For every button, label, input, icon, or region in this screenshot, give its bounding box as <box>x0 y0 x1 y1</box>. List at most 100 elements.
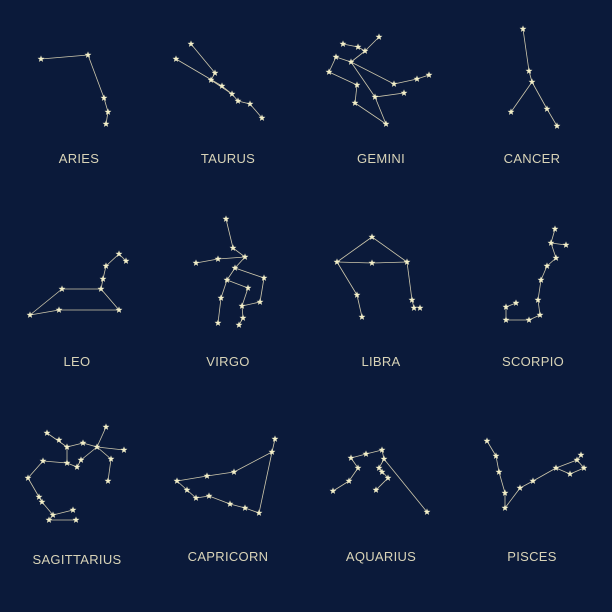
constellation-line <box>27 460 44 479</box>
constellation-line <box>406 261 413 301</box>
star-icon <box>77 456 85 463</box>
constellation-line <box>374 96 387 125</box>
constellation-line <box>29 288 63 316</box>
constellation-line <box>241 301 261 307</box>
constellation-line <box>336 261 358 296</box>
star-icon <box>362 450 370 457</box>
star-icon <box>483 437 491 444</box>
star-icon <box>382 120 390 127</box>
constellation-line <box>531 81 548 110</box>
star-icon <box>410 304 418 311</box>
constellation-line <box>504 487 521 509</box>
star-icon <box>43 429 51 436</box>
star-icon <box>423 508 431 515</box>
star-icon <box>55 436 63 443</box>
constellation-line <box>336 236 373 263</box>
star-icon <box>528 78 536 85</box>
star-icon <box>351 99 359 106</box>
constellation-line <box>555 459 578 469</box>
constellation-aries <box>37 51 112 127</box>
constellation-line <box>226 279 249 289</box>
star-icon <box>502 303 510 310</box>
label-gemini: GEMINI <box>356 151 406 166</box>
constellation-line <box>52 509 74 516</box>
constellation-line <box>495 455 500 473</box>
star-icon <box>230 468 238 475</box>
star-icon <box>502 316 510 323</box>
constellation-line <box>232 247 246 258</box>
constellation-line <box>206 471 235 477</box>
constellation-line <box>519 480 534 489</box>
star-icon <box>39 457 47 464</box>
star-icon <box>45 516 53 523</box>
constellation-line <box>234 267 265 279</box>
star-icon <box>63 443 71 450</box>
star-icon <box>229 244 237 251</box>
star-icon <box>72 516 80 523</box>
star-icon <box>580 464 588 471</box>
constellation-line <box>371 236 408 263</box>
star-icon <box>24 474 32 481</box>
star-icon <box>260 274 268 281</box>
constellation-line <box>546 108 558 127</box>
star-icon <box>577 451 585 458</box>
star-icon <box>205 492 213 499</box>
star-icon <box>183 486 191 493</box>
star-icon <box>63 459 71 466</box>
label-aries: ARIES <box>58 151 100 166</box>
star-icon <box>361 47 369 54</box>
star-icon <box>375 33 383 40</box>
constellation-line <box>550 242 557 259</box>
label-pisces: PISCES <box>507 549 557 564</box>
star-icon <box>492 452 500 459</box>
constellation-line <box>217 297 222 324</box>
star-icon <box>100 94 108 101</box>
star-icon <box>115 306 123 313</box>
constellation-line <box>96 426 107 448</box>
star-icon <box>214 319 222 326</box>
star-icon <box>375 464 383 471</box>
star-icon <box>543 262 551 269</box>
star-icon <box>223 276 231 283</box>
constellation-leo <box>26 250 130 318</box>
star-icon <box>552 254 560 261</box>
star-icon <box>413 75 421 82</box>
label-taurus: TAURUS <box>200 151 256 166</box>
constellation-line <box>42 460 68 464</box>
constellation-line <box>328 71 358 86</box>
constellation-line <box>107 458 112 482</box>
star-icon <box>573 456 581 463</box>
star-icon <box>345 477 353 484</box>
constellation-line <box>176 475 208 482</box>
star-icon <box>58 285 66 292</box>
star-icon <box>203 472 211 479</box>
star-icon <box>73 463 81 470</box>
star-icon <box>390 80 398 87</box>
constellation-line <box>195 258 219 264</box>
star-icon <box>507 108 515 115</box>
constellation-line <box>350 50 366 63</box>
constellation-line <box>27 477 40 498</box>
constellation-line <box>383 458 428 513</box>
star-icon <box>425 71 433 78</box>
constellation-line <box>374 92 405 98</box>
label-virgo: VIRGO <box>206 354 250 369</box>
star-icon <box>519 25 527 32</box>
constellation-taurus <box>172 40 266 121</box>
constellation-pisces <box>483 437 588 511</box>
label-scorpio: SCORPIO <box>501 354 565 369</box>
star-icon <box>211 69 219 76</box>
star-icon <box>354 43 362 50</box>
star-icon <box>102 423 110 430</box>
star-icon <box>84 51 92 58</box>
star-icon <box>38 498 46 505</box>
constellation-line <box>364 36 380 52</box>
constellation-line <box>217 256 246 260</box>
star-icon <box>97 285 105 292</box>
constellation-line <box>29 309 60 316</box>
star-icon <box>325 68 333 75</box>
star-icon <box>192 494 200 501</box>
constellation-line <box>220 279 228 299</box>
star-icon <box>231 264 239 271</box>
